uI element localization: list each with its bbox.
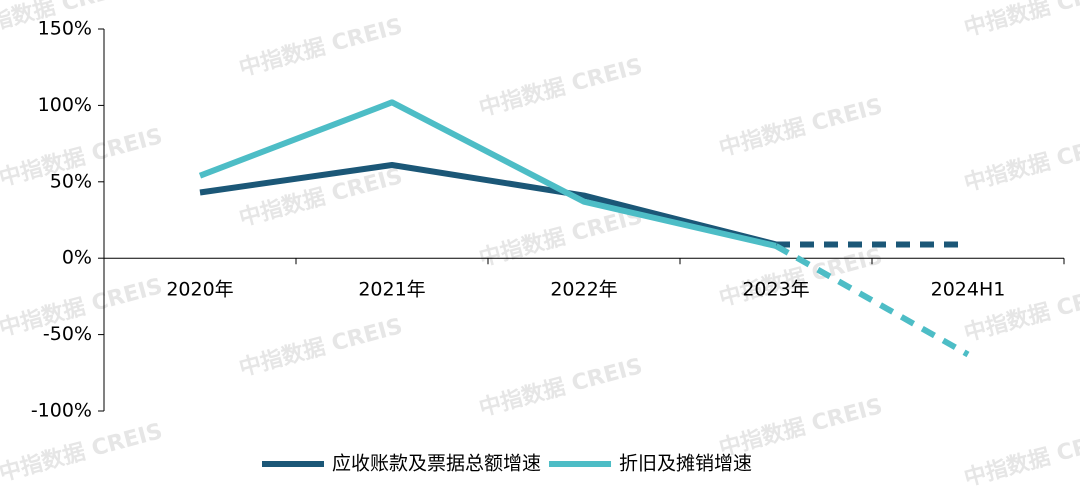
- watermark: 中指数据 CREIS: [961, 423, 1080, 492]
- x-tick-label: 2021年: [358, 279, 425, 301]
- watermark: 中指数据 CREIS: [961, 0, 1080, 42]
- line: [199, 161, 777, 248]
- y-tick-label: 100%: [38, 94, 92, 116]
- legend-label: 应收账款及票据总额增速: [332, 453, 541, 475]
- legend-label: 折旧及摊销增速: [619, 453, 752, 475]
- watermark: 中指数据 CREIS: [716, 93, 885, 162]
- watermark: 中指数据 CREIS: [236, 313, 405, 382]
- watermark: 中指数据 CREIS: [0, 418, 165, 487]
- watermark: 中指数据 CREIS: [236, 13, 405, 82]
- x-tick-label: 2022年: [550, 279, 617, 301]
- x-tick-label: 2024H1: [931, 279, 1006, 301]
- y-tick-label: -100%: [31, 400, 92, 422]
- y-tick-label: -50%: [43, 323, 92, 345]
- watermark: 中指数据 CREIS: [476, 353, 645, 422]
- x-tick-label: 2020年: [166, 279, 233, 301]
- watermark: 中指数据 CREIS: [476, 203, 645, 272]
- y-tick-label: 0%: [62, 247, 92, 269]
- watermark: 中指数据 CREIS: [961, 128, 1080, 197]
- watermark: 中指数据 CREIS: [476, 53, 645, 122]
- watermark: 中指数据 CREIS: [716, 243, 885, 312]
- watermark: 中指数据 CREIS: [716, 393, 885, 462]
- y-tick-label: 150%: [38, 18, 92, 40]
- line: [198, 99, 777, 249]
- line-forecast: [774, 243, 970, 358]
- x-tick-label: 2023年: [742, 279, 809, 301]
- y-tick-label: 50%: [50, 170, 92, 192]
